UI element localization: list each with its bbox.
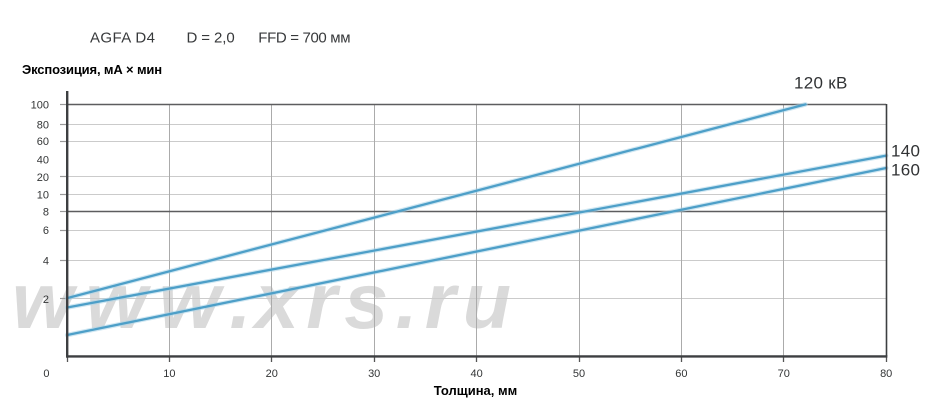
svg-text:60: 60 [37,136,49,148]
svg-text:Экспозиция, мА × мин: Экспозиция, мА × мин [22,62,162,77]
svg-text:60: 60 [675,368,687,380]
svg-text:80: 80 [37,119,49,131]
svg-text:40: 40 [37,155,49,167]
svg-text:50: 50 [573,368,585,380]
svg-text:20: 20 [37,172,49,184]
svg-text:20: 20 [266,368,278,380]
svg-text:100: 100 [31,100,49,112]
svg-text:80: 80 [880,368,892,380]
svg-text:120 кВ: 120 кВ [794,74,848,93]
svg-text:10: 10 [37,189,49,201]
svg-text:Толщина, мм: Толщина, мм [434,383,518,398]
svg-text:FFD = 700 мм: FFD = 700 мм [258,29,350,46]
svg-text:8: 8 [43,206,49,218]
svg-text:40: 40 [470,368,482,380]
svg-text:2: 2 [43,294,49,306]
svg-text:160: 160 [891,161,920,180]
svg-text:6: 6 [43,225,49,237]
svg-text:AGFA D4: AGFA D4 [90,29,155,46]
svg-text:30: 30 [368,368,380,380]
svg-text:0: 0 [43,368,49,380]
svg-text:70: 70 [778,368,790,380]
svg-text:4: 4 [43,255,49,267]
svg-text:D = 2,0: D = 2,0 [187,29,235,46]
svg-text:10: 10 [163,368,175,380]
svg-text:www.: www. [12,256,263,345]
svg-text:140: 140 [891,142,920,161]
